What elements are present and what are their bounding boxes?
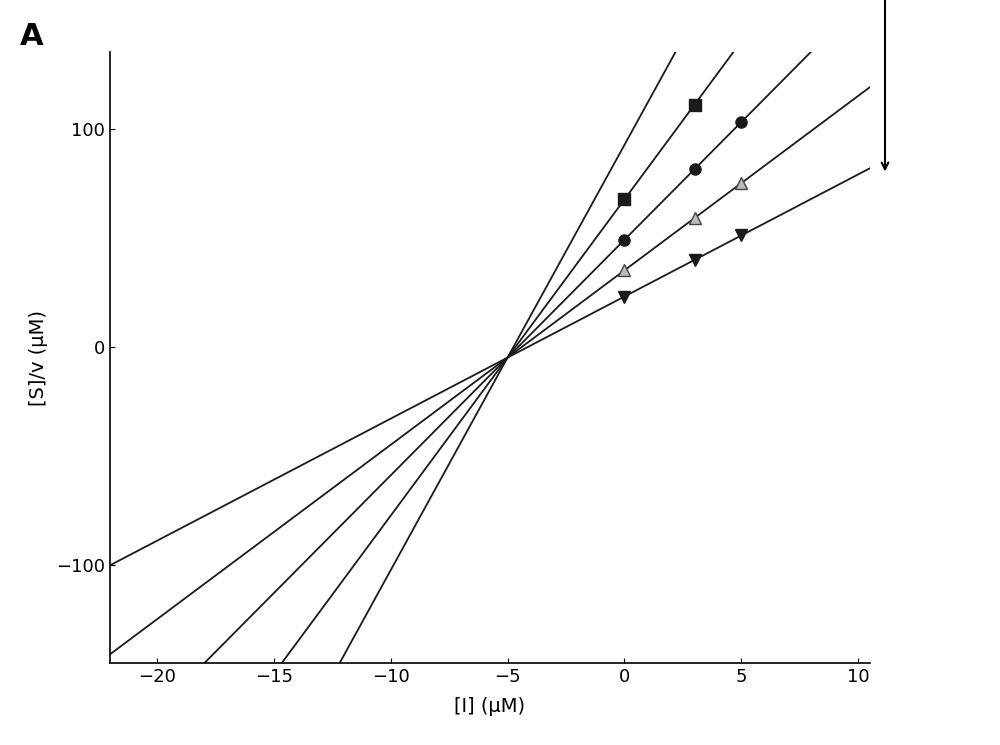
Y-axis label: [S]/v (μM): [S]/v (μM) xyxy=(29,310,48,405)
Text: A: A xyxy=(20,22,44,51)
X-axis label: [I] (μM): [I] (μM) xyxy=(454,697,526,716)
